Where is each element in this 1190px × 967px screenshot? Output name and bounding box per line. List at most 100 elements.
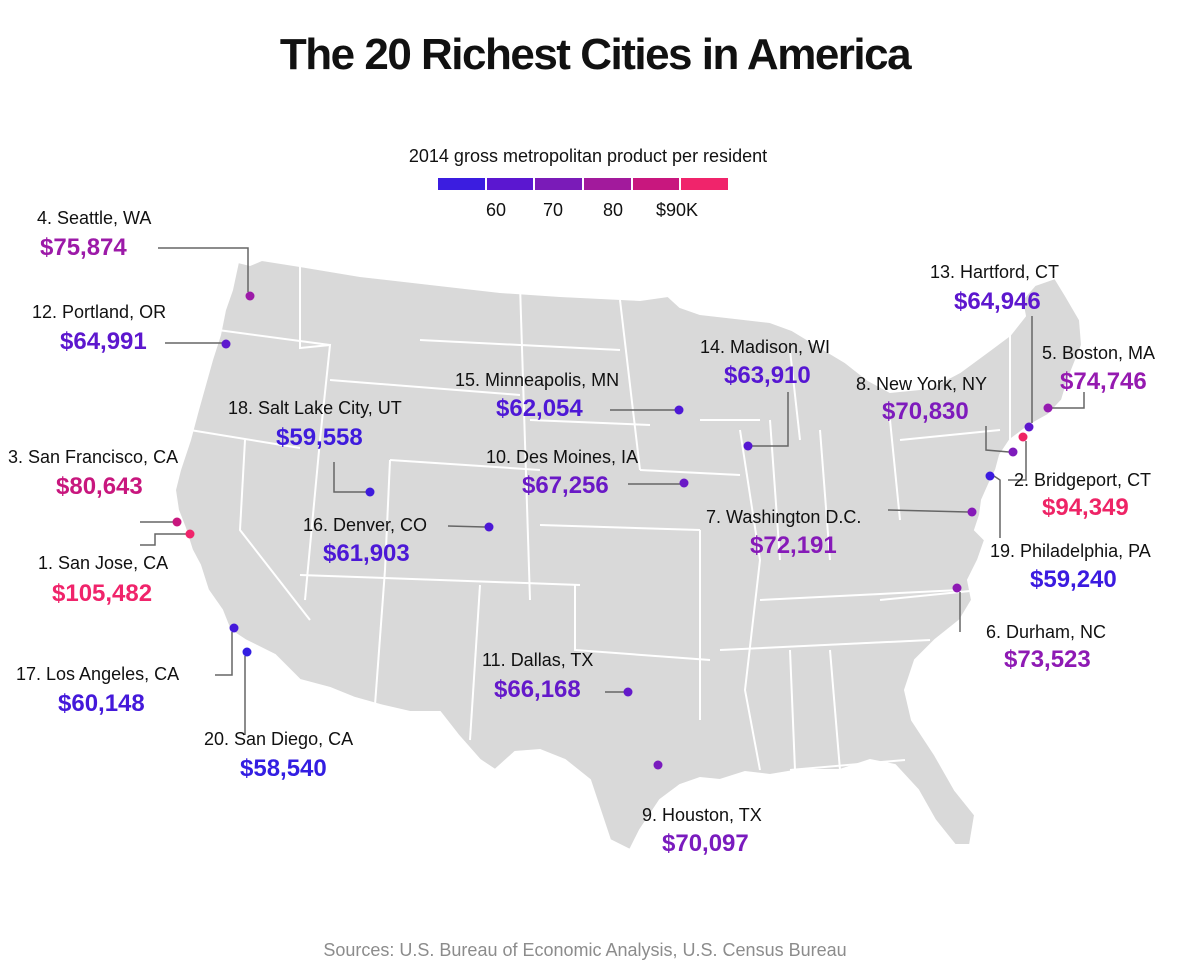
legend-tick-60: 60 — [485, 200, 507, 220]
border-or-ca — [189, 429, 301, 449]
legend-tick-90k: $90K — [655, 200, 699, 220]
marker-dallas — [623, 687, 633, 697]
leader-san-jose — [140, 533, 186, 546]
label-washington-name: 7. Washington D.C. — [706, 507, 862, 527]
label-bridgeport-value: $94,349 — [1042, 494, 1129, 521]
marker-los-angeles — [229, 623, 239, 633]
label-dallas-name: 11. Dallas, TX — [482, 650, 594, 670]
label-san-jose-value: $105,482 — [52, 580, 153, 607]
label-boston-value: $74,746 — [1060, 368, 1147, 395]
leader-bridgeport — [1008, 441, 1027, 481]
marker-denver — [484, 522, 494, 532]
marker-san-francisco — [172, 517, 182, 527]
leader-madison — [752, 392, 789, 447]
label-los-angeles-value: $60,148 — [58, 690, 145, 717]
contiguous-us-shape — [173, 258, 1084, 852]
marker-des-moines — [679, 478, 689, 488]
label-san-diego-name: 20. San Diego, CA — [204, 729, 354, 749]
marker-salt-lake-city — [365, 487, 375, 497]
border-wy-co — [389, 459, 541, 471]
leader-salt-lake-city — [333, 462, 366, 493]
border-ms-al — [789, 649, 796, 771]
label-seattle-name: 4. Seattle, WA — [37, 208, 152, 228]
marker-portland — [221, 339, 231, 349]
label-new-york-name: 8. New York, NY — [856, 374, 988, 394]
border-pa-ny — [899, 429, 1001, 441]
marker-philadelphia — [985, 471, 995, 481]
border-ca-nv — [238, 439, 311, 621]
label-des-moines-value: $67,256 — [522, 472, 609, 499]
border-great-plains-1 — [519, 284, 531, 601]
leader-lines — [140, 247, 1085, 735]
label-houston-value: $70,097 — [662, 830, 749, 857]
border-id-mt — [299, 266, 332, 441]
leader-los-angeles — [215, 632, 233, 676]
border-in-oh — [819, 429, 831, 561]
us-landmass — [173, 258, 1084, 852]
label-san-francisco-value: $80,643 — [56, 473, 143, 500]
legend-swatch-6 — [681, 178, 729, 190]
border-oh-pa — [889, 419, 901, 521]
border-il-in — [769, 419, 781, 561]
marker-minneapolis — [674, 405, 684, 415]
border-wa-or — [217, 329, 331, 346]
label-madison-value: $63,910 — [724, 362, 811, 389]
marker-seattle — [245, 291, 255, 301]
label-bridgeport-name: 2. Bridgeport, CT — [1014, 470, 1152, 490]
legend-swatch-2 — [486, 178, 536, 190]
label-minneapolis-value: $62,054 — [496, 395, 583, 422]
leader-seattle — [158, 247, 249, 292]
border-tn-south — [719, 639, 931, 651]
source-note: Sources: U.S. Bureau of Economic Analysi… — [323, 940, 847, 960]
border-al-ga — [829, 649, 841, 771]
border-ga-fl — [789, 759, 906, 771]
border-ks-ok — [539, 524, 701, 531]
label-seattle-value: $75,874 — [40, 234, 127, 261]
marker-houston — [653, 760, 663, 770]
border-great-plains-2 — [529, 419, 651, 426]
legend-tick-70: 70 — [542, 200, 564, 220]
map-title: The 20 Richest Cities in America — [279, 30, 912, 79]
label-los-angeles-name: 17. Los Angeles, CA — [16, 664, 180, 684]
label-madison-name: 14. Madison, WI — [700, 337, 831, 357]
label-salt-lake-city-value: $59,558 — [276, 424, 363, 451]
label-portland-name: 12. Portland, OR — [32, 302, 167, 322]
label-denver-name: 16. Denver, CO — [303, 515, 428, 535]
label-hartford-value: $64,946 — [954, 288, 1041, 315]
city-markers — [172, 291, 1053, 770]
label-portland-value: $64,991 — [60, 328, 147, 355]
leader-washington — [887, 509, 969, 513]
marker-madison — [743, 441, 753, 451]
border-mn-ia — [619, 299, 641, 471]
leader-new-york — [985, 426, 1010, 453]
legend-swatch-5 — [632, 178, 682, 190]
label-dallas-value: $66,168 — [494, 676, 581, 703]
label-philadelphia-value: $59,240 — [1030, 566, 1117, 593]
color-legend-bar — [438, 178, 729, 190]
border-mi-lakes — [789, 349, 801, 441]
border-dakotas — [419, 339, 621, 351]
label-san-diego-value: $58,540 — [240, 755, 327, 782]
label-houston-name: 9. Houston, TX — [642, 805, 762, 825]
legend-title: 2014 gross metropolitan product per resi… — [408, 146, 768, 166]
marker-bridgeport — [1018, 432, 1028, 442]
marker-hartford — [1024, 422, 1034, 432]
marker-san-jose — [185, 529, 195, 539]
border-ia-mo — [639, 469, 741, 476]
border-mississippi — [739, 429, 762, 771]
border-ky-tn — [759, 589, 961, 601]
legend-swatch-3 — [535, 178, 585, 190]
border-ok-tx — [574, 585, 711, 661]
border-ut-co — [384, 459, 391, 571]
label-philadelphia-name: 19. Philadelphia, PA — [990, 541, 1151, 561]
label-new-york-value: $70,830 — [882, 398, 969, 425]
marker-san-diego — [242, 647, 252, 657]
state-borders — [189, 266, 1011, 771]
label-boston-name: 5. Boston, MA — [1042, 343, 1156, 363]
label-hartford-name: 13. Hartford, CT — [930, 262, 1060, 282]
marker-washington — [967, 507, 977, 517]
leader-philadelphia — [993, 475, 1001, 538]
label-salt-lake-city-name: 18. Salt Lake City, UT — [228, 398, 402, 418]
border-mt-wy — [329, 379, 521, 396]
